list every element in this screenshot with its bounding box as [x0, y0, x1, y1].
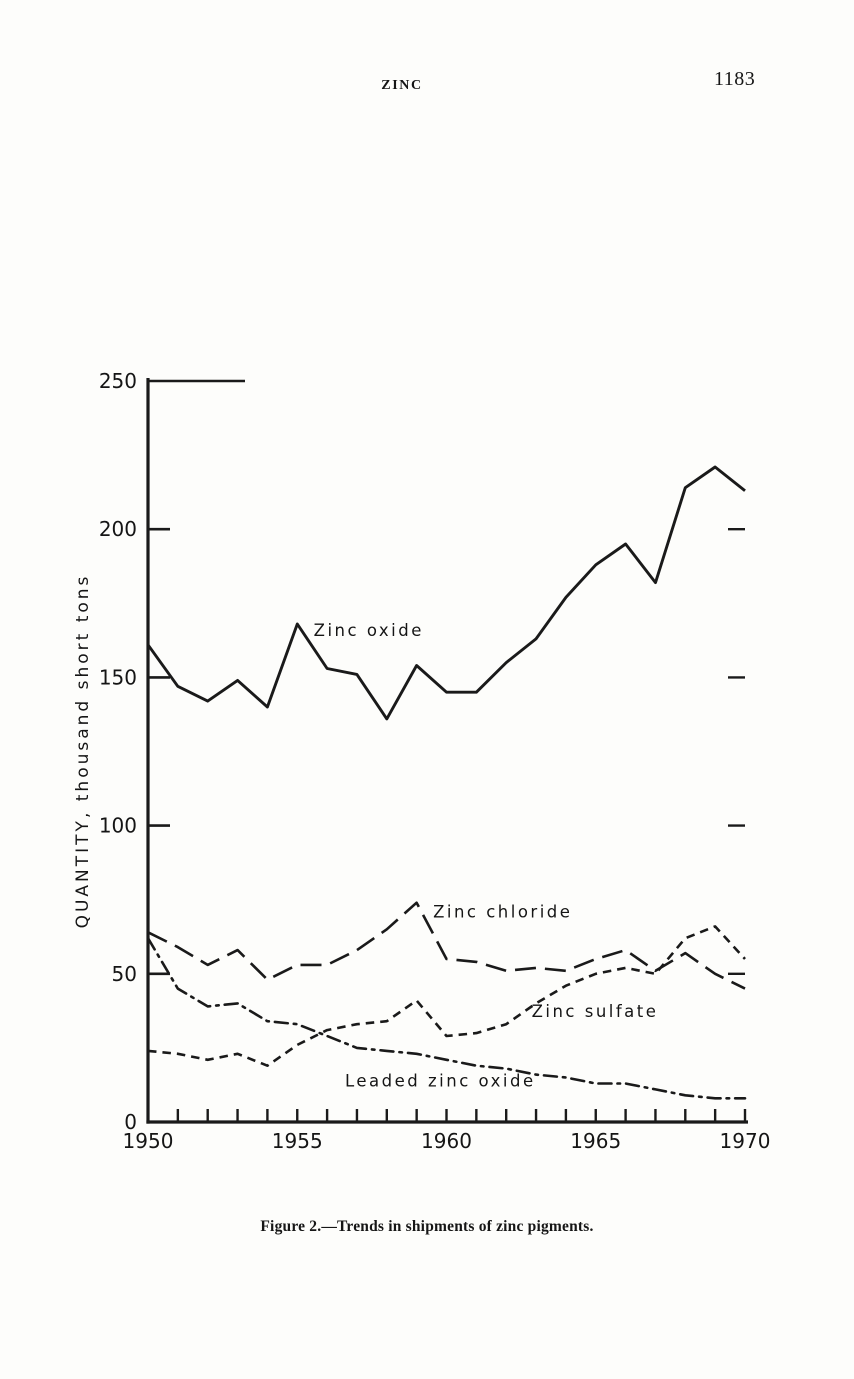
x-tick-label: 1950	[123, 1129, 174, 1153]
series-line-zinc-oxide	[146, 465, 746, 721]
series-line-leaded-zinc-oxide	[146, 936, 747, 1100]
series-label-zinc-sulfate: Zinc sulfate	[532, 1002, 659, 1021]
series-label-zinc-chloride: Zinc chloride	[433, 902, 572, 921]
x-tick-label: 1970	[720, 1129, 771, 1153]
y-tick-label: 50	[112, 962, 137, 986]
x-tick-label: 1965	[570, 1129, 621, 1153]
series-label-leaded-zinc-oxide: Leaded zinc oxide	[345, 1071, 536, 1090]
y-tick-label: 250	[99, 369, 137, 393]
series-line-zinc-chloride	[147, 901, 746, 990]
y-axis-title: QUANTITY, thousand short tons	[73, 574, 93, 929]
y-tick-label: 150	[99, 665, 137, 689]
y-tick-label: 200	[99, 517, 137, 541]
series-label-zinc-oxide: Zinc oxide	[314, 621, 424, 640]
series-line-zinc-sulfate	[147, 925, 746, 1067]
figure-caption: Figure 2.—Trends in shipments of zinc pi…	[260, 1218, 594, 1235]
page-number: 1183	[714, 68, 756, 90]
running-header: ZINC	[381, 78, 423, 93]
y-tick-label: 100	[99, 814, 137, 838]
x-tick-label: 1960	[421, 1129, 472, 1153]
x-tick-label: 1955	[272, 1129, 323, 1153]
y-tick-label: 0	[124, 1110, 137, 1134]
